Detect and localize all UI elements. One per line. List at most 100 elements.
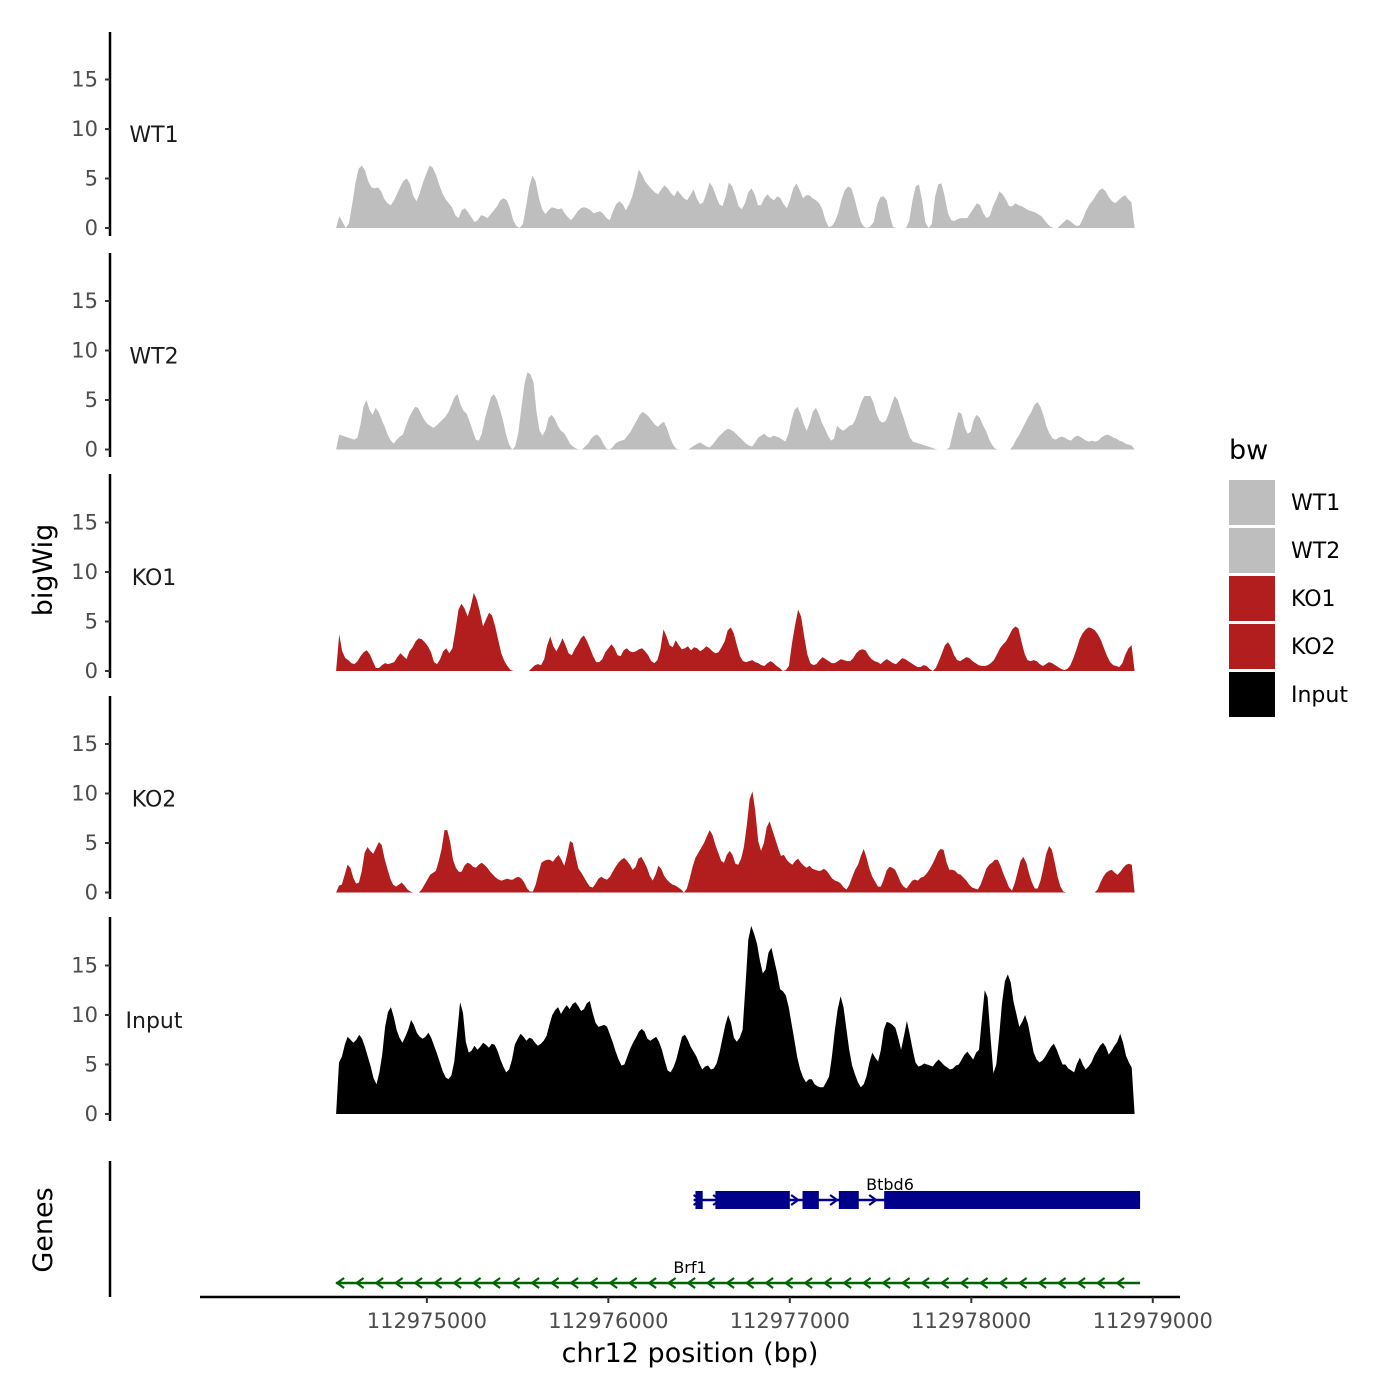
strand-arrow <box>881 1277 891 1289</box>
strand-arrow <box>783 1277 794 1289</box>
y-axes: 0 5 10 15 0 5 10 15 0 5 10 15 0 5 10 15 0 5 10 15 <box>71 32 112 1126</box>
legend-label-wt2: WT2 <box>1291 539 1340 564</box>
legend: bw WT1 WT2 KO1 KO2 Input <box>1229 435 1348 717</box>
strand-arrow <box>393 1277 404 1289</box>
y-tick-label: 10 <box>71 1003 98 1027</box>
strand-arrow <box>1115 1277 1125 1289</box>
legend-label-ko2: KO2 <box>1291 635 1336 660</box>
y-tick-label: 5 <box>85 388 98 412</box>
strand-arrow <box>471 1277 482 1289</box>
legend-label-wt1: WT1 <box>1291 491 1340 516</box>
exon-block <box>884 1191 1141 1209</box>
y-tick-label: 15 <box>71 732 98 756</box>
x-tick-label: 112977000 <box>730 1309 850 1333</box>
strand-arrow <box>1076 1277 1086 1289</box>
strand-arrow <box>608 1277 618 1289</box>
y-tick-label: 15 <box>71 68 98 92</box>
exon-block <box>802 1191 819 1209</box>
y-tick-label: 5 <box>85 167 98 191</box>
track-label-ko1: KO1 <box>132 566 177 591</box>
strand-arrow <box>530 1277 540 1289</box>
strand-arrow <box>1017 1277 1028 1289</box>
y-tick-label: 5 <box>85 610 98 634</box>
coverage-tracks: WT1 WT2 KO1 KO2 Input <box>126 123 1135 1114</box>
x-tick-label: 112978000 <box>911 1309 1031 1333</box>
coverage-area-ko2 <box>336 791 1135 893</box>
gene-annotation-track: Btbd6 Brf1 <box>108 1161 1141 1297</box>
strand-arrow <box>354 1277 365 1289</box>
gene-label: Brf1 <box>673 1258 706 1277</box>
strand-arrow <box>829 1194 840 1206</box>
gene-label: Btbd6 <box>866 1175 914 1194</box>
strand-arrow <box>842 1277 852 1289</box>
strand-arrow <box>432 1277 443 1289</box>
legend-swatch-input <box>1229 672 1275 717</box>
track-label-wt1: WT1 <box>129 123 178 148</box>
coverage-area-input <box>336 925 1135 1114</box>
y-tick-label: 0 <box>85 659 98 683</box>
y-tick-label: 15 <box>71 511 98 535</box>
strand-arrow <box>549 1277 560 1289</box>
strand-arrow <box>569 1277 579 1289</box>
y-tick-label: 15 <box>71 954 98 978</box>
y-tick-label: 0 <box>85 216 98 240</box>
strand-arrow <box>978 1277 989 1289</box>
strand-arrow <box>939 1277 950 1289</box>
strand-arrow <box>1037 1277 1047 1289</box>
exon-block <box>715 1191 790 1209</box>
track-label-input: Input <box>126 1009 183 1034</box>
y-tick-label: 5 <box>85 831 98 855</box>
y-tick-label: 10 <box>71 560 98 584</box>
strand-arrow <box>998 1277 1008 1289</box>
legend-title: bw <box>1229 435 1268 466</box>
strand-arrow <box>510 1277 521 1289</box>
track-label-wt2: WT2 <box>129 345 178 370</box>
legend-swatch-wt2 <box>1229 528 1275 573</box>
exon-block <box>838 1191 859 1209</box>
x-tick-label: 112979000 <box>1093 1309 1213 1333</box>
coverage-area-ko1 <box>336 592 1135 671</box>
legend-label-input: Input <box>1291 683 1348 708</box>
strand-arrow <box>374 1277 384 1289</box>
y-tick-label: 15 <box>71 289 98 313</box>
legend-swatch-wt1 <box>1229 480 1275 525</box>
strand-arrow <box>491 1277 501 1289</box>
y-tick-label: 0 <box>85 881 98 905</box>
strand-arrow <box>666 1277 677 1289</box>
strand-arrow <box>647 1277 657 1289</box>
gene-btbd6: Btbd6 <box>692 1175 1141 1209</box>
y-tick-label: 5 <box>85 1053 98 1077</box>
x-tick-label: 112976000 <box>548 1309 668 1333</box>
coverage-area-wt2 <box>336 372 1135 450</box>
gene-brf1: Brf1 <box>335 1258 1141 1289</box>
y-axis-title: bigWig <box>28 524 59 617</box>
exon-block <box>695 1191 703 1209</box>
coverage-area-wt1 <box>336 165 1135 228</box>
legend-label-ko1: KO1 <box>1291 587 1336 612</box>
y-tick-label: 0 <box>85 438 98 462</box>
track-label-ko2: KO2 <box>132 788 177 813</box>
strand-arrow <box>900 1277 911 1289</box>
legend-swatch-ko2 <box>1229 624 1275 669</box>
strand-arrow <box>764 1277 774 1289</box>
strand-arrow <box>803 1277 813 1289</box>
legend-swatch-ko1 <box>1229 576 1275 621</box>
y-tick-label: 10 <box>71 339 98 363</box>
strand-arrow <box>627 1277 638 1289</box>
strand-arrow <box>959 1277 969 1289</box>
strand-arrow <box>744 1277 755 1289</box>
strand-arrow <box>452 1277 462 1289</box>
strand-arrow <box>920 1277 930 1289</box>
y-tick-label: 10 <box>71 782 98 806</box>
strand-arrow <box>868 1194 879 1206</box>
y-tick-label: 0 <box>85 1102 98 1126</box>
strand-arrow <box>822 1277 833 1289</box>
strand-arrow <box>725 1277 735 1289</box>
strand-arrow <box>335 1277 345 1289</box>
x-tick-label: 112975000 <box>367 1309 487 1333</box>
strand-arrow <box>1095 1277 1106 1289</box>
strand-arrow <box>413 1277 423 1289</box>
strand-arrow <box>1056 1277 1067 1289</box>
strand-arrow <box>686 1277 696 1289</box>
